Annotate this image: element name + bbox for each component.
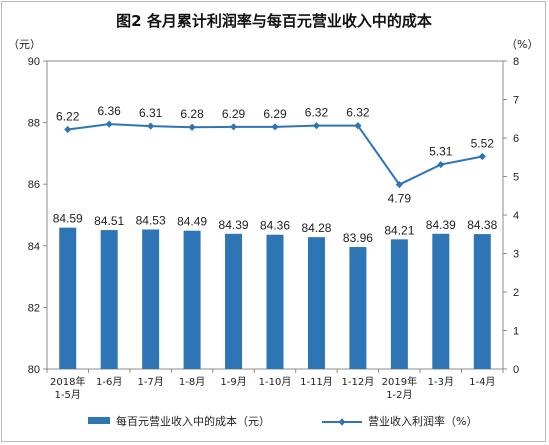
line-marker [229,123,238,131]
x-tick-label: 1-2月 [386,389,412,401]
right-tick-label: 3 [513,249,519,261]
line-data-label: 6.32 [305,106,329,120]
x-tick-label: 2019年 [382,375,417,388]
profit-rate-line [67,123,483,186]
line-marker [147,122,155,130]
bar [225,233,243,369]
left-axis-unit: （元） [8,38,41,51]
bar [390,239,408,369]
x-tick-label: 1-5月 [55,389,81,401]
right-tick-label: 6 [513,133,519,145]
line-data-label: 5.52 [471,136,495,150]
bar [349,247,367,369]
right-tick-label: 8 [513,56,519,68]
right-tick-label: 4 [513,210,519,222]
x-tick-label: 1-12月 [342,376,375,388]
line-marker [354,122,362,130]
x-tick-label: 1-7月 [137,376,163,388]
bar [142,229,160,369]
bar-data-label: 83.96 [343,231,373,245]
legend-bar-swatch [88,417,110,424]
bar-data-label: 84.53 [136,213,166,227]
line-data-label: 6.28 [180,107,204,121]
bar-data-label: 84.49 [177,215,207,229]
line-marker [188,123,196,131]
bar [59,227,77,369]
left-tick-label: 86 [28,179,40,191]
line-data-label: 6.36 [98,104,122,118]
bar-data-label: 84.38 [467,218,497,232]
x-tick-label: 1-9月 [220,376,246,388]
line-marker [478,152,486,161]
right-axis-unit: （%） [506,38,538,51]
bar [100,230,118,369]
line-data-label: 6.29 [263,107,287,121]
x-tick-label: 1-11月 [300,376,333,388]
line-data-label: 6.32 [346,106,370,120]
bar [307,237,325,369]
x-tick-label: 1-8月 [179,376,205,388]
bar-data-label: 84.59 [53,212,83,226]
bar-data-label: 84.39 [426,218,456,232]
right-tick-label: 1 [513,326,519,338]
left-tick-label: 84 [28,241,40,253]
line-data-label: 4.79 [388,192,412,206]
right-tick-label: 2 [513,287,519,299]
bar-data-label: 84.21 [384,223,414,237]
right-tick-label: 0 [513,364,519,376]
bar-series [59,227,491,369]
line-marker [105,120,113,128]
line-marker [395,180,403,189]
bar [183,230,201,369]
chart-title: 图2 各月累计利润率与每百元营业收入中的成本 [116,12,432,30]
left-tick-label: 80 [28,364,40,376]
line-marker [64,125,72,134]
x-tick-label: 1-4月 [469,376,495,388]
line-series [64,120,486,189]
x-tick-label: 1-6月 [96,376,122,388]
legend-line-label: 营业收入利润率（%） [368,414,477,428]
left-tick-label: 88 [28,118,40,130]
bar [266,234,284,369]
bar-data-label: 84.28 [301,221,331,235]
x-tick-label: 1-3月 [428,376,454,388]
line-marker [437,160,445,169]
line-data-label: 6.22 [56,110,80,124]
right-tick-label: 7 [513,95,519,107]
line-data-label: 5.31 [429,145,453,159]
left-tick-label: 82 [28,302,40,314]
bar-data-label: 84.39 [219,218,249,232]
legend-line-marker [338,418,346,426]
line-data-label: 6.29 [222,107,246,121]
bar-data-label: 84.36 [260,219,290,233]
line-marker [312,122,321,130]
left-tick-label: 90 [28,56,40,68]
legend-bar-label: 每百元营业收入中的成本（元） [116,414,270,428]
line-marker [271,123,279,131]
bar [432,233,450,369]
bar [473,234,491,369]
line-data-label: 6.31 [139,106,163,120]
legend: 每百元营业收入中的成本（元） 营业收入利润率（%） [88,414,477,428]
x-tick-label: 1-10月 [259,376,292,388]
right-tick-label: 5 [513,172,519,184]
data-labels: 84.59 84.51 84.53 84.49 84.39 84.36 84.28 83.96… [53,104,498,245]
x-tick-label: 2018年 [50,375,85,388]
bar-data-label: 84.51 [94,214,124,228]
